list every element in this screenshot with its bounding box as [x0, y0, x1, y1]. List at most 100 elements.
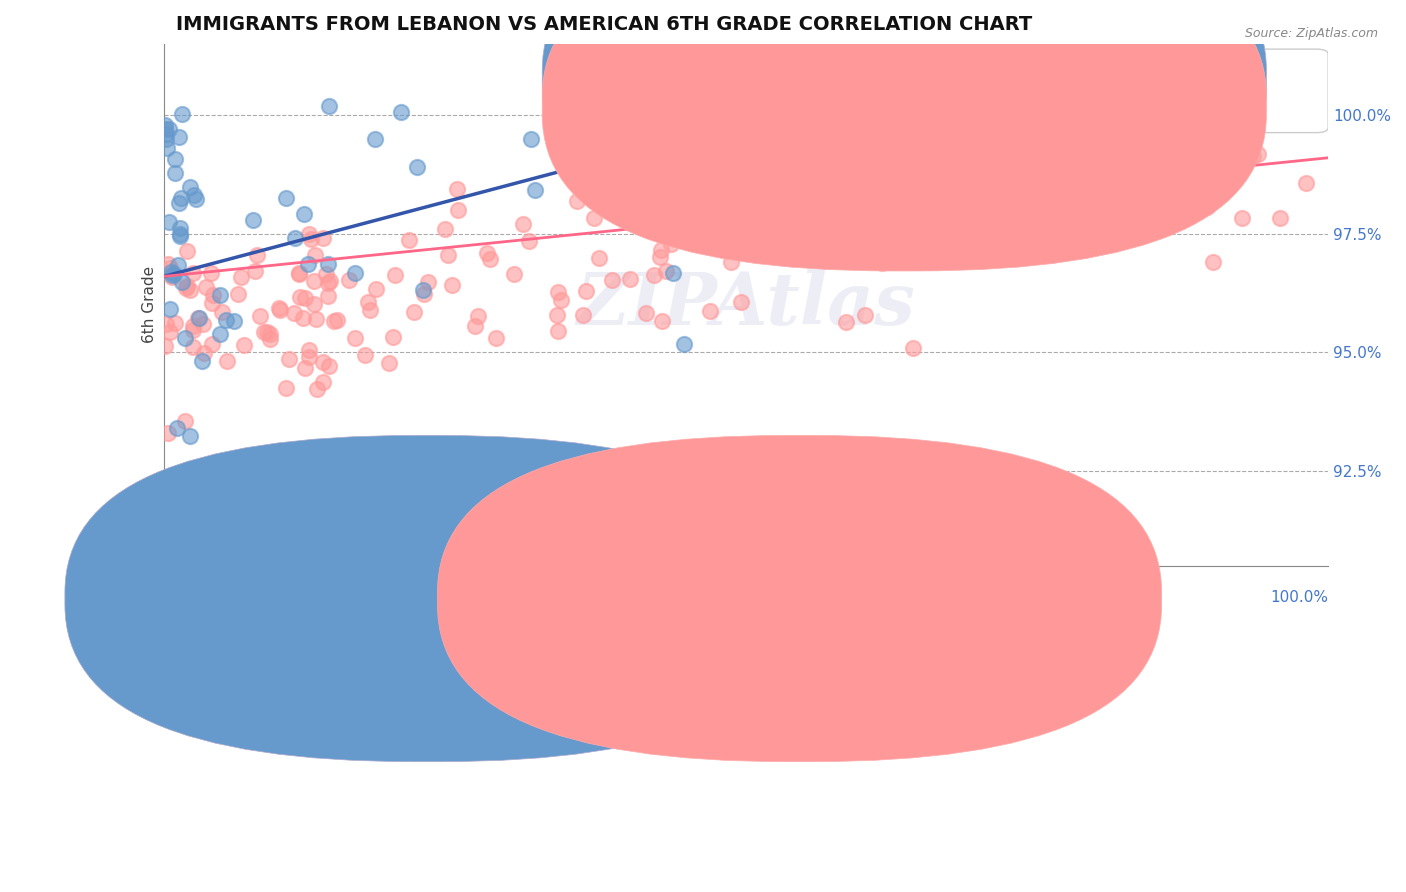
Point [302, 297, 325, 311]
Point [267, 301, 290, 315]
Point [155, 132, 177, 146]
Point [835, 315, 858, 329]
Point [520, 131, 543, 145]
Point [1289, 95, 1312, 109]
Point [562, 166, 585, 180]
Point [467, 309, 489, 323]
Point [292, 207, 315, 221]
Point [655, 229, 678, 244]
Point [174, 281, 197, 295]
Point [297, 257, 319, 271]
FancyBboxPatch shape [543, 0, 1267, 271]
Point [912, 99, 935, 113]
Point [1239, 141, 1261, 155]
Point [201, 337, 224, 351]
Point [1268, 211, 1291, 226]
Point [208, 287, 231, 301]
Point [582, 112, 605, 126]
Text: 100.0%: 100.0% [1270, 590, 1329, 605]
Point [259, 332, 281, 346]
Point [170, 191, 193, 205]
Point [479, 252, 502, 266]
Point [156, 257, 179, 271]
Point [877, 200, 900, 214]
Point [730, 295, 752, 310]
Point [404, 305, 426, 319]
Point [305, 312, 328, 326]
Point [848, 193, 870, 207]
Point [245, 263, 267, 277]
Point [318, 359, 340, 373]
Point [337, 272, 360, 286]
Point [155, 118, 177, 132]
Point [565, 194, 588, 209]
Point [163, 316, 186, 330]
Point [686, 215, 709, 229]
Point [692, 178, 714, 192]
Point [1129, 156, 1152, 170]
Point [662, 267, 685, 281]
Point [720, 255, 742, 269]
Point [477, 245, 499, 260]
Point [302, 274, 325, 288]
Point [870, 256, 893, 270]
Point [179, 180, 201, 194]
Point [159, 325, 181, 339]
Point [276, 191, 298, 205]
Point [988, 223, 1011, 237]
Point [301, 232, 323, 246]
Point [242, 213, 264, 227]
Point [821, 188, 844, 202]
Point [547, 285, 569, 300]
Point [1070, 164, 1092, 178]
Point [1144, 193, 1167, 207]
Point [343, 331, 366, 345]
Point [166, 420, 188, 434]
Point [441, 278, 464, 293]
Point [1295, 176, 1317, 190]
Point [312, 375, 335, 389]
Point [398, 233, 420, 247]
Point [311, 230, 333, 244]
Point [160, 269, 183, 284]
Point [984, 158, 1007, 172]
Point [588, 251, 610, 265]
Point [191, 354, 214, 368]
Point [503, 267, 526, 281]
Point [191, 317, 214, 331]
Point [1011, 173, 1033, 187]
Point [714, 215, 737, 229]
Text: Americans: Americans [880, 598, 962, 612]
Text: Immigrants from Lebanon: Immigrants from Lebanon [472, 598, 671, 612]
FancyBboxPatch shape [65, 435, 789, 762]
Point [274, 381, 297, 395]
Point [659, 236, 682, 251]
FancyBboxPatch shape [543, 0, 1267, 245]
Point [181, 340, 204, 354]
Point [157, 425, 180, 440]
Point [1161, 159, 1184, 173]
Point [853, 308, 876, 322]
Point [977, 146, 1000, 161]
Point [294, 360, 316, 375]
Point [156, 141, 179, 155]
Point [734, 203, 756, 218]
Point [312, 355, 335, 369]
Point [319, 274, 342, 288]
Point [316, 276, 339, 290]
Point [233, 338, 256, 352]
Point [159, 301, 181, 316]
Point [215, 354, 238, 368]
Point [1247, 147, 1270, 161]
Point [201, 295, 224, 310]
Point [193, 345, 215, 359]
Point [749, 115, 772, 129]
Point [159, 121, 181, 136]
Point [315, 267, 337, 281]
Text: ZIPAtlas: ZIPAtlas [576, 269, 915, 341]
Point [731, 186, 754, 200]
Point [683, 157, 706, 171]
Point [616, 178, 638, 192]
Point [623, 203, 645, 218]
Point [572, 308, 595, 322]
